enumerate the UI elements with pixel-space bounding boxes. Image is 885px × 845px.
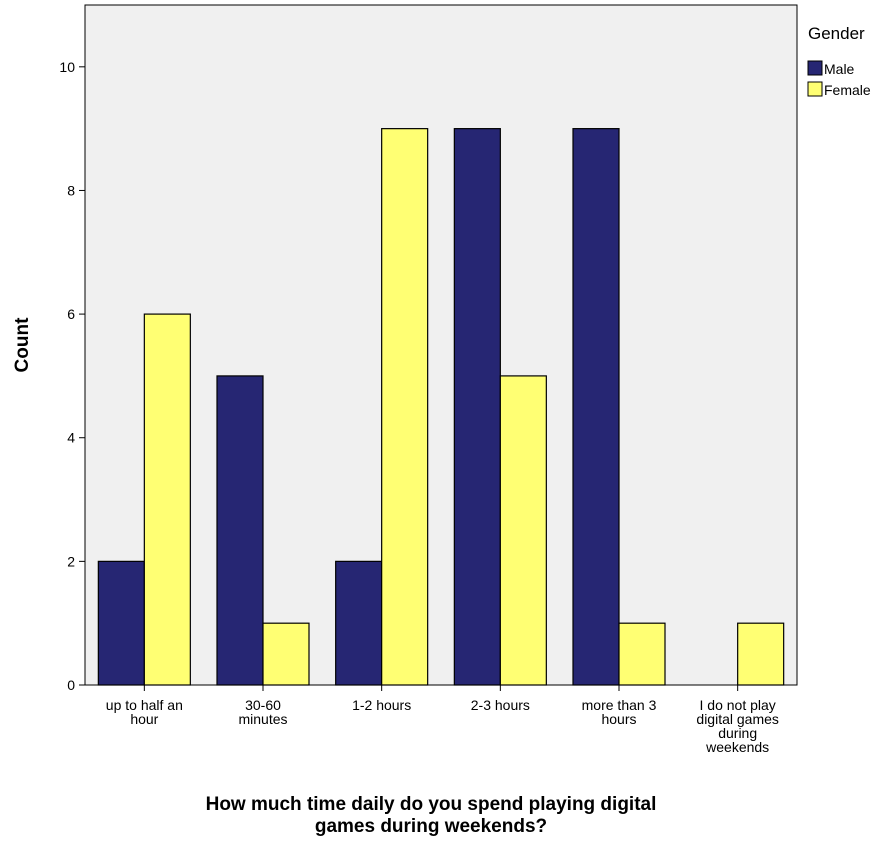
bar-male-0 [97, 560, 145, 686]
bar-male-2 [335, 560, 383, 686]
y-tick-label: 4 [67, 430, 75, 446]
bar-female-5 [737, 622, 785, 686]
legend-label-female: Female [824, 82, 871, 98]
bars-group [97, 128, 785, 686]
x-axis-label: How much time daily do you spend playing… [206, 794, 657, 837]
y-axis: 0 2 4 6 8 10 [59, 59, 85, 693]
bar-female-1 [262, 622, 310, 686]
legend-label-male: Male [824, 61, 855, 77]
y-tick-label: 2 [67, 553, 75, 569]
y-tick-label: 10 [59, 59, 75, 75]
plot-area [84, 4, 798, 686]
y-axis-label: Count [12, 317, 33, 373]
y-tick-label: 6 [67, 306, 75, 322]
x-tick-label: up to half an hour [106, 697, 183, 727]
legend-swatch-female [807, 81, 823, 97]
x-tick-label: more than 3 hours [582, 697, 657, 727]
x-tick-label: 2-3 hours [471, 697, 530, 713]
y-tick-label: 8 [67, 182, 75, 198]
x-tick-label: 30-60 minutes [238, 697, 287, 727]
x-tick-label: I do not play digital games during weekends [696, 697, 779, 755]
y-tick-label: 0 [67, 677, 75, 693]
bar-male-3 [453, 128, 501, 686]
bar-male-4 [572, 128, 620, 686]
bar-female-3 [499, 375, 547, 686]
legend-title: Gender [808, 24, 865, 43]
bar-female-2 [381, 128, 429, 686]
bar-female-4 [618, 622, 666, 686]
legend: Gender Male Female [807, 24, 871, 98]
x-axis: up to half an hour 30-60 minutes 1-2 hours 2-… [106, 685, 779, 755]
bar-female-0 [143, 313, 191, 686]
bar-male-1 [216, 375, 264, 686]
x-tick-label: 1-2 hours [352, 697, 411, 713]
legend-swatch-male [807, 60, 823, 76]
